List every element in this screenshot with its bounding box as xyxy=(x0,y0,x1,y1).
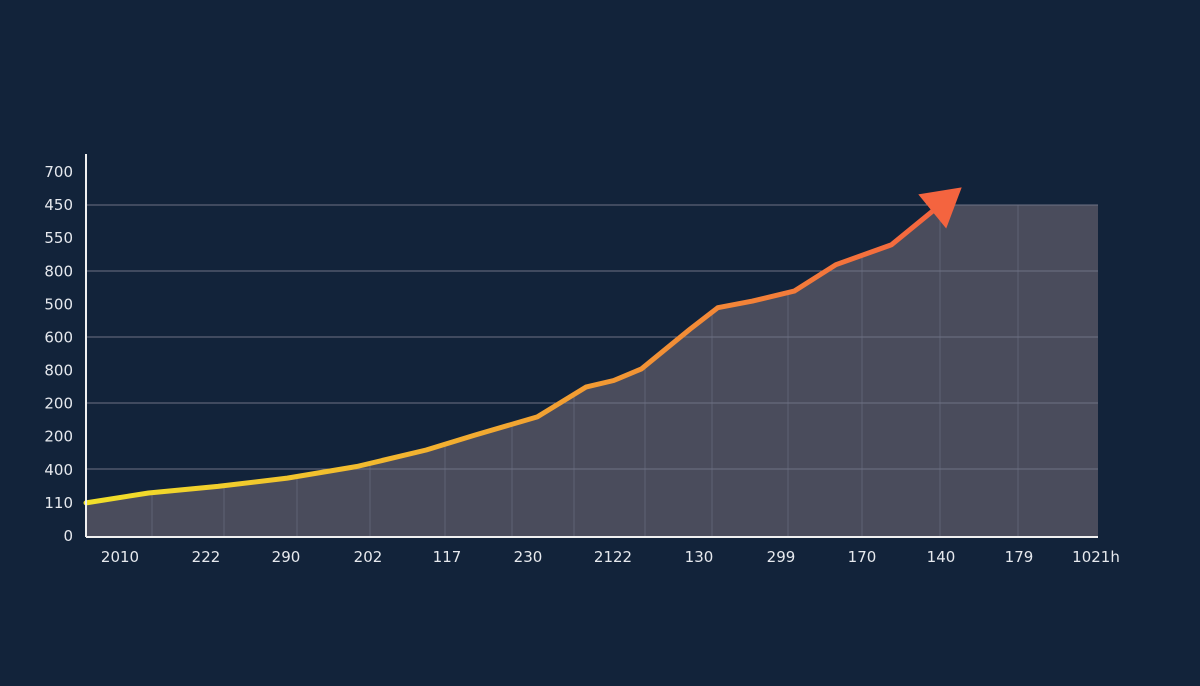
x-tick-label: 202 xyxy=(354,548,383,566)
axis-layer xyxy=(85,154,1098,538)
y-tick-label: 700 xyxy=(44,163,73,181)
y-axis-ticks: 0 110 400 200 200 800 600 500 800 550 450 700 xyxy=(44,163,73,545)
x-tick-label: 2010 xyxy=(101,548,139,566)
series-line xyxy=(83,202,943,506)
x-tick-label: 222 xyxy=(192,548,221,566)
x-tick-label: 1021h xyxy=(1072,548,1120,566)
y-tick-label: 800 xyxy=(44,262,73,280)
x-tick-label: 230 xyxy=(514,548,543,566)
grid-layer xyxy=(86,204,1098,536)
arrow-head-icon xyxy=(918,187,962,229)
y-tick-label: 0 xyxy=(63,527,73,545)
y-tick-label: 200 xyxy=(44,428,73,446)
area-layer xyxy=(86,205,1098,536)
x-axis-ticks: 2010 222 290 202 117 230 2122 130 299 170 140 179 10… xyxy=(101,548,1120,566)
x-tick-label: 140 xyxy=(927,548,956,566)
y-tick-label: 800 xyxy=(44,362,73,380)
x-tick-label: 117 xyxy=(433,548,462,566)
x-tick-label: 179 xyxy=(1005,548,1034,566)
y-tick-label: 550 xyxy=(44,229,73,247)
x-tick-label: 170 xyxy=(848,548,877,566)
y-tick-label: 600 xyxy=(44,329,73,347)
x-tick-label: 2122 xyxy=(594,548,632,566)
y-tick-label: 400 xyxy=(44,461,73,479)
area-fill xyxy=(86,205,1098,536)
y-tick-label: 450 xyxy=(44,196,73,214)
y-tick-label: 500 xyxy=(44,295,73,313)
line-layer xyxy=(83,187,962,506)
x-tick-label: 130 xyxy=(685,548,714,566)
x-tick-label: 299 xyxy=(767,548,796,566)
y-tick-label: 200 xyxy=(44,395,73,413)
y-tick-label: 110 xyxy=(44,494,73,512)
x-tick-label: 290 xyxy=(272,548,301,566)
